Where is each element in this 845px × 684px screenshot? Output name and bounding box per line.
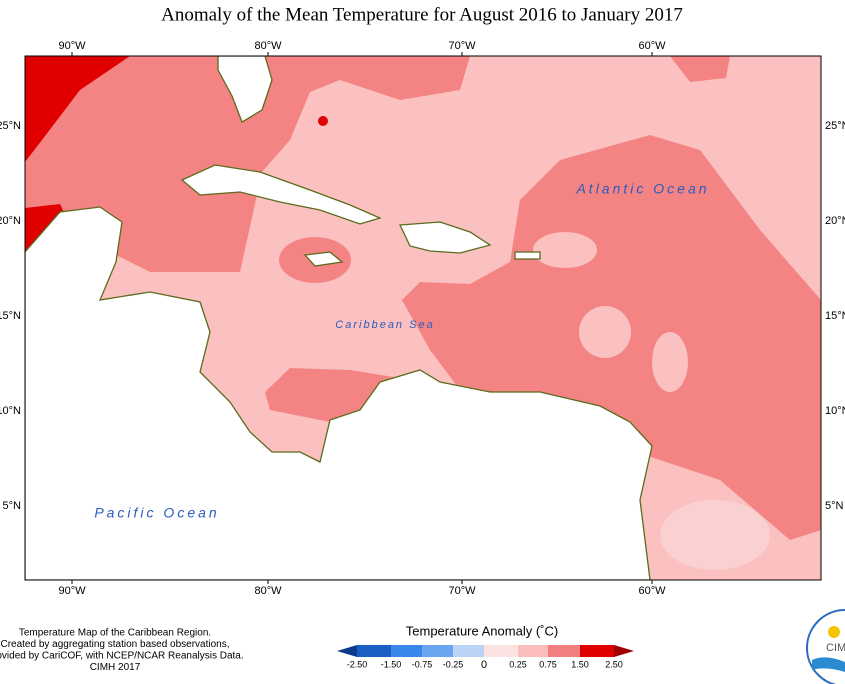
lat-label: 5°N <box>825 500 844 512</box>
legend-swatch <box>453 645 484 657</box>
logo-text: CIMH <box>826 642 845 654</box>
lat-label: 15°N <box>825 310 845 322</box>
footer-line: Created by aggregating station based obs… <box>0 639 229 650</box>
legend-swatch <box>548 645 580 657</box>
place-label: Caribbean Sea <box>335 319 434 331</box>
legend-swatch <box>337 645 357 657</box>
legend-title: Temperature Anomaly (˚C) <box>406 623 558 638</box>
legend-tick-label: -0.75 <box>412 659 433 669</box>
place-label: Atlantic Ocean <box>575 181 709 197</box>
legend-swatch <box>391 645 422 657</box>
legend-tick-label: 1.50 <box>571 659 589 669</box>
anomaly-zone <box>652 332 688 392</box>
map: Atlantic Ocean Caribbean Sea Pacific Oce… <box>25 56 821 580</box>
land <box>514 251 541 260</box>
lat-label: 20°N <box>0 215 21 227</box>
legend-swatch <box>484 645 518 657</box>
legend-swatch <box>580 645 614 657</box>
graticule-labels: 90°W 90°W 80°W 80°W 70°W 70°W 60°W 60°W 25°N 25°N… <box>0 40 845 597</box>
legend-tick-label: 0.75 <box>539 659 557 669</box>
anomaly-zone <box>660 500 770 570</box>
land <box>180 164 382 225</box>
legend-tick-label: -0.25 <box>443 659 464 669</box>
lon-label: 60°W <box>638 40 666 52</box>
legend-swatch <box>357 645 391 657</box>
land <box>25 206 653 580</box>
lat-label: 20°N <box>825 215 845 227</box>
legend-tick-label: -2.50 <box>347 659 368 669</box>
legend-swatch <box>518 645 548 657</box>
lat-label: 25°N <box>0 120 21 132</box>
logo-wave <box>812 657 845 672</box>
map-title: Anomaly of the Mean Temperature for Augu… <box>161 4 683 25</box>
legend-tick-label: 2.50 <box>605 659 623 669</box>
logo-sun <box>828 626 840 638</box>
land <box>303 251 344 267</box>
anomaly-zone <box>25 56 470 272</box>
footer: Temperature Map of the Caribbean Region.… <box>0 628 244 674</box>
lon-label: 70°W <box>448 585 476 597</box>
footer-line: Temperature Map of the Caribbean Region. <box>19 628 211 639</box>
lat-label: 25°N <box>825 120 845 132</box>
lon-label: 90°W <box>58 585 86 597</box>
lat-label: 10°N <box>0 405 21 417</box>
land <box>399 221 492 254</box>
land <box>217 56 273 123</box>
place-label: Pacific Ocean <box>94 505 219 521</box>
lon-label: 80°W <box>254 40 282 52</box>
map-frame <box>24 55 822 581</box>
lat-label: 10°N <box>825 405 845 417</box>
anomaly-zone <box>318 116 328 126</box>
lon-label: 60°W <box>638 585 666 597</box>
anomaly-zone <box>670 56 730 82</box>
legend-swatch <box>614 645 634 657</box>
lon-label: 80°W <box>254 585 282 597</box>
legend-tick-label: 0 <box>481 659 487 671</box>
lat-label: 5°N <box>3 500 22 512</box>
legend-tick-label: 0.25 <box>509 659 527 669</box>
logo: CIMH <box>806 609 845 684</box>
lon-label: 90°W <box>58 40 86 52</box>
anomaly-zone <box>533 232 597 268</box>
footer-line: CIMH 2017 <box>90 662 141 673</box>
lon-label: 70°W <box>448 40 476 52</box>
footer-line: Provided by CariCOF, with NCEP/NCAR Rean… <box>0 651 244 662</box>
legend-tick-label: -1.50 <box>381 659 402 669</box>
anomaly-zone <box>579 306 631 358</box>
legend: Temperature Anomaly (˚C) -2.50 -1.50 -0.75… <box>337 623 634 671</box>
lat-label: 15°N <box>0 310 21 322</box>
anomaly-zone <box>25 56 130 162</box>
legend-swatch <box>422 645 453 657</box>
